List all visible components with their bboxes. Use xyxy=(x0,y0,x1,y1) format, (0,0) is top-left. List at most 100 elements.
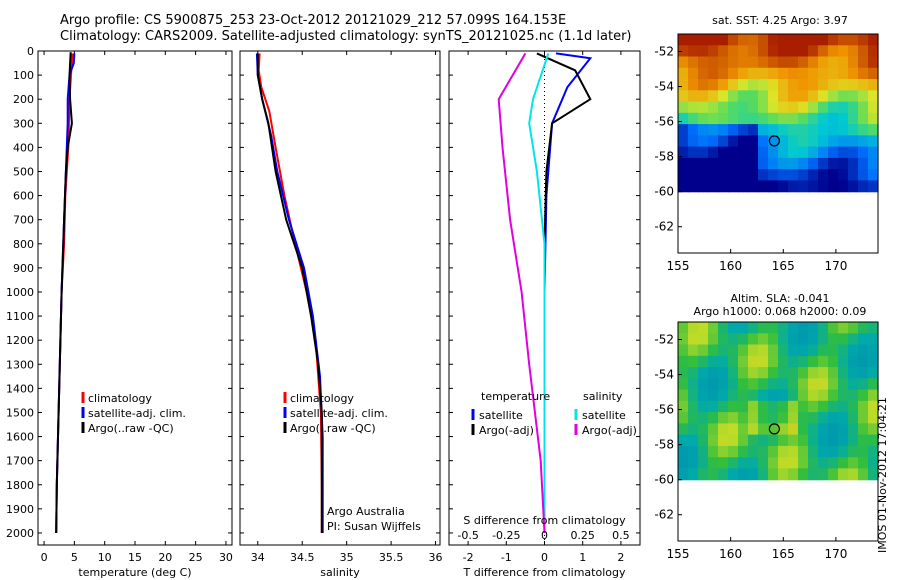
map-cell xyxy=(678,355,689,368)
map-cell xyxy=(848,434,859,447)
map-cell xyxy=(778,56,789,69)
map-cell xyxy=(768,400,779,413)
map-cell xyxy=(748,333,759,346)
map-cell xyxy=(798,378,809,391)
map-cell xyxy=(868,124,879,136)
map-y-tick-label: -54 xyxy=(654,80,674,94)
profile-panels: 0 5 10 15 20 25 300100200300400500600700800900… xyxy=(6,45,641,579)
map-cell xyxy=(838,322,849,334)
map-cell xyxy=(818,79,829,91)
map-cell xyxy=(818,378,829,391)
map-cell xyxy=(838,344,849,357)
map-cell xyxy=(848,389,859,402)
map-cell xyxy=(828,389,839,402)
map-cell xyxy=(848,90,859,103)
map-cell xyxy=(788,135,799,148)
map-cell xyxy=(698,322,709,334)
map-cell xyxy=(808,146,819,159)
map-cell xyxy=(748,457,759,470)
x-axis-label: temperature (deg C) xyxy=(78,566,191,579)
map-cell xyxy=(728,333,739,346)
map-cell xyxy=(728,112,739,125)
map-cell xyxy=(838,355,849,368)
map-cell xyxy=(828,101,839,114)
map-cell xyxy=(758,434,769,447)
map-cell xyxy=(858,79,869,91)
map-cell xyxy=(778,457,789,470)
x-tick-label: 20 xyxy=(158,551,172,564)
map-y-tick-label: -56 xyxy=(654,115,674,129)
map-cell xyxy=(708,112,719,125)
legend-label: Argo(..raw -QC) xyxy=(88,422,174,435)
map-x-tick-label: 165 xyxy=(772,547,795,561)
map-cell xyxy=(718,434,729,447)
map-cell xyxy=(678,67,689,80)
profile-title: Argo profile: CS 5900875_253 23-Oct-2012… xyxy=(60,13,567,28)
map-cell xyxy=(798,34,809,46)
map-cell xyxy=(828,45,839,58)
map-cell xyxy=(748,468,759,481)
temperature-panel: 0 5 10 15 20 25 300100200300400500600700800900… xyxy=(6,45,233,579)
map-cell xyxy=(708,378,719,391)
map-cell xyxy=(798,135,809,148)
map-cell xyxy=(738,146,749,159)
map-cell xyxy=(698,457,709,470)
map-cell xyxy=(858,333,869,346)
map-cell xyxy=(868,378,879,391)
map-cell xyxy=(858,34,869,46)
map-cell xyxy=(758,101,769,114)
map-cell xyxy=(778,157,789,170)
map-cell xyxy=(758,367,769,379)
map-cell xyxy=(818,344,829,357)
map-cell xyxy=(828,56,839,69)
map-cell xyxy=(778,67,789,80)
map-cell xyxy=(868,434,879,447)
map-cell xyxy=(838,79,849,91)
map-cell xyxy=(838,56,849,69)
x-tick-label: 35.5 xyxy=(379,551,404,564)
x-tick-label: 36 xyxy=(429,551,443,564)
map-cell xyxy=(808,400,819,413)
map-cell xyxy=(828,169,839,182)
map-y-tick-label: -62 xyxy=(654,220,674,234)
map-cell xyxy=(858,90,869,103)
map-cell xyxy=(718,180,729,193)
x-tick-label: 15 xyxy=(128,551,142,564)
map-cell xyxy=(738,67,749,80)
map-y-tick-label: -52 xyxy=(654,333,674,347)
map-cell xyxy=(768,45,779,58)
map-cell xyxy=(838,468,849,481)
map-cell xyxy=(818,400,829,413)
map-cell xyxy=(838,445,849,458)
map-cell xyxy=(728,355,739,368)
map-cell xyxy=(718,101,729,114)
map-cell xyxy=(868,400,879,413)
map-cell xyxy=(758,67,769,80)
map-cell xyxy=(858,135,869,148)
map-cell xyxy=(768,56,779,69)
x2-axis-label: S difference from climatology xyxy=(463,514,626,527)
map-border xyxy=(677,33,879,254)
legend-label: satellite-adj. clim. xyxy=(290,407,388,420)
map-cell xyxy=(678,157,689,170)
map-cell xyxy=(748,112,759,125)
map-cell xyxy=(808,412,819,424)
map-cell xyxy=(768,146,779,159)
map-cell xyxy=(758,333,769,346)
map-cell xyxy=(818,101,829,114)
map-cell xyxy=(778,169,789,182)
map-cell xyxy=(688,378,699,391)
map-cell xyxy=(738,434,749,447)
map-cell xyxy=(858,67,869,80)
map-cell xyxy=(698,355,709,368)
map-cell xyxy=(738,344,749,357)
map-cell xyxy=(768,322,779,334)
map-cell xyxy=(788,34,799,46)
map-cell xyxy=(818,67,829,80)
map-cell xyxy=(748,434,759,447)
map-cell xyxy=(808,367,819,379)
map-cell xyxy=(708,124,719,136)
sla-map-subtitle: Argo h1000: 0.068 h2000: 0.09 xyxy=(693,305,867,318)
map-cell xyxy=(748,79,759,91)
map-cell xyxy=(768,135,779,148)
